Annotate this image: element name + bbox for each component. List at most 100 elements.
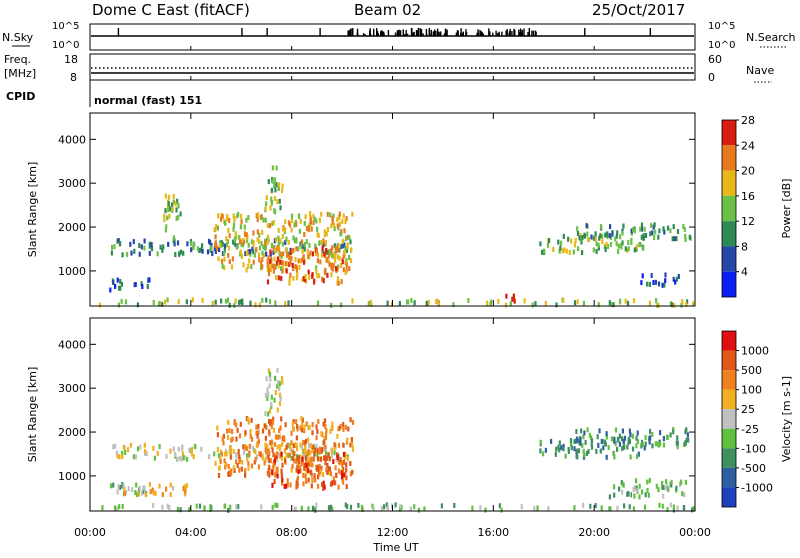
velocity-cell — [293, 506, 296, 512]
velocity-cell — [632, 506, 635, 512]
power-cell — [248, 258, 251, 264]
nsky-spike — [377, 33, 379, 36]
velocity-cell — [101, 505, 104, 511]
nsky-spike — [508, 31, 511, 36]
velocity-cell — [293, 451, 296, 457]
colorbar-label: Velocity [m s-1] — [780, 376, 793, 462]
power-cell — [425, 301, 428, 306]
velocity-cell — [616, 446, 619, 452]
power-cell — [489, 301, 492, 307]
power-cell — [351, 298, 354, 304]
power-cell — [572, 249, 575, 255]
power-cell — [185, 299, 188, 305]
velocity-cell — [286, 453, 290, 459]
colorbar-segment — [722, 370, 736, 390]
freq-unit: [MHz] — [4, 67, 36, 80]
power-cell — [597, 245, 600, 251]
velocity-cell — [357, 502, 360, 508]
velocity-cell — [265, 449, 268, 454]
power-cell — [558, 248, 561, 254]
power-cell — [343, 242, 346, 248]
power-cell — [269, 266, 272, 272]
velocity-cell — [229, 454, 232, 460]
power-cell — [326, 227, 329, 232]
velocity-cell — [682, 505, 686, 511]
velocity-cell — [296, 475, 299, 481]
power-cell — [316, 258, 319, 264]
power-cell — [350, 247, 353, 253]
power-cell — [220, 239, 223, 245]
colorbar-segment — [722, 409, 736, 429]
colorbar-segment — [722, 271, 736, 297]
velocity-cell — [300, 444, 303, 450]
velocity-cell — [683, 492, 686, 498]
power-cell — [548, 238, 551, 243]
power-ytick-label: 1000 — [58, 265, 86, 278]
power-cell — [136, 302, 139, 308]
power-cell — [269, 205, 272, 211]
velocity-cell — [607, 445, 610, 450]
x-tick-label: 00:00 — [679, 526, 711, 539]
power-cell — [214, 240, 217, 246]
power-cell — [295, 275, 298, 281]
velocity-cell — [250, 463, 254, 469]
velocity-cell — [237, 448, 240, 454]
velocity-cell — [296, 446, 299, 452]
power-cell — [342, 267, 345, 273]
power-cell — [143, 238, 146, 244]
velocity-cell — [317, 465, 320, 471]
power-cell — [316, 226, 319, 232]
power-cell — [249, 248, 252, 254]
velocity-cell — [326, 462, 329, 468]
velocity-cell — [232, 465, 235, 471]
velocity-cell — [394, 502, 397, 508]
power-cell — [264, 244, 267, 250]
velocity-cell — [573, 505, 576, 511]
velocity-cell — [579, 437, 582, 443]
power-cell — [226, 297, 230, 303]
velocity-cell — [329, 471, 332, 477]
velocity-cell — [281, 480, 284, 486]
velocity-cell — [124, 450, 127, 455]
power-cell — [345, 262, 348, 268]
nsky-spike — [501, 31, 503, 36]
velocity-cell — [306, 451, 309, 457]
velocity-cell — [301, 457, 304, 462]
power-cell — [279, 259, 282, 265]
power-cell — [452, 302, 455, 308]
power-cell — [621, 240, 624, 246]
velocity-cell — [224, 451, 227, 457]
velocity-cell — [610, 436, 613, 442]
power-cells — [98, 165, 695, 308]
power-cell — [351, 211, 354, 217]
velocity-cell — [346, 437, 349, 443]
velocity-cell — [281, 462, 284, 468]
power-cell — [559, 245, 562, 251]
power-cell — [307, 269, 310, 275]
power-cell — [217, 213, 220, 219]
power-cell — [343, 249, 346, 255]
velocity-cell — [337, 484, 340, 490]
velocity-cell — [311, 448, 314, 453]
power-cell — [288, 276, 291, 282]
power-cell — [685, 302, 688, 308]
nsky-spike — [415, 30, 418, 36]
power-cell — [614, 236, 617, 242]
velocity-cell — [345, 484, 348, 490]
velocity-cell — [333, 442, 336, 448]
power-cell — [315, 218, 318, 224]
power-cell — [657, 281, 661, 287]
power-cell — [511, 296, 514, 302]
velocity-cell — [297, 454, 300, 460]
power-cell — [266, 262, 269, 268]
power-cell — [311, 273, 314, 279]
power-cell — [224, 298, 228, 304]
power-cell — [331, 219, 334, 225]
colorbar-segment — [722, 331, 736, 351]
power-cell — [326, 272, 329, 278]
velocity-cell — [247, 416, 250, 422]
velocity-cell — [304, 473, 307, 479]
velocity-cell — [116, 453, 119, 459]
velocity-cell — [114, 443, 117, 449]
power-cell — [141, 284, 144, 289]
